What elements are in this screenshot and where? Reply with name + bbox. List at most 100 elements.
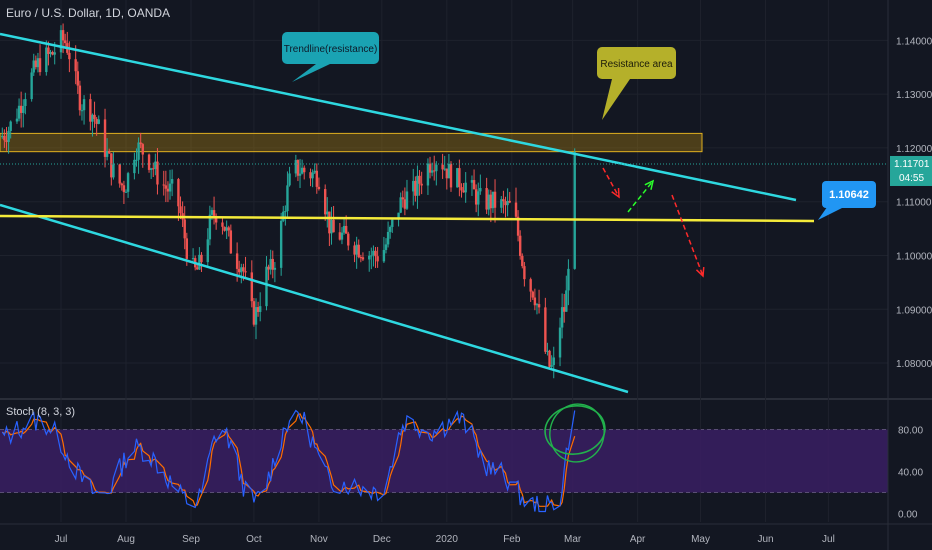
arrow-down-long xyxy=(671,194,705,278)
candle-body xyxy=(212,210,216,216)
candle-body xyxy=(315,170,319,187)
candle-body xyxy=(516,216,520,236)
time-axis[interactable]: Jul Aug Sep Oct Nov Dec 2020 Feb Mar Apr May Jun Jul xyxy=(0,523,932,545)
candle-body xyxy=(95,118,98,124)
resistance-zone-layer xyxy=(0,132,703,153)
candle-body xyxy=(269,258,272,270)
candle-body xyxy=(550,365,553,367)
candle-body xyxy=(166,188,170,192)
candle-body xyxy=(533,297,537,306)
candle-body xyxy=(91,114,94,122)
arrow-down-short xyxy=(602,167,620,199)
candle-body xyxy=(254,307,258,325)
candle-body xyxy=(563,307,566,312)
candle-body xyxy=(340,232,344,240)
resistance-zone xyxy=(0,132,703,153)
candle-body xyxy=(296,160,300,176)
lower-trendline xyxy=(0,203,629,394)
candle-body xyxy=(141,144,144,155)
candle-body xyxy=(491,191,495,209)
drawings[interactable]: Trendline(resistance) Resistance area 1.10… xyxy=(0,32,888,468)
candle-body xyxy=(137,142,140,160)
time-tick-label: Nov xyxy=(310,534,328,545)
candle-body xyxy=(133,159,136,174)
candle-body xyxy=(357,244,360,258)
candle-body xyxy=(573,152,576,269)
countdown-text: 04:55 xyxy=(899,173,924,184)
candle-body xyxy=(162,184,165,186)
candle-body xyxy=(24,99,27,106)
candle-body xyxy=(221,222,224,227)
arrow-down-short-head xyxy=(611,187,620,199)
candle-body xyxy=(179,206,182,214)
trendline-callout-tail xyxy=(292,64,330,82)
candle-body xyxy=(3,136,6,141)
candle-body xyxy=(502,199,505,202)
candle-body xyxy=(414,180,417,196)
candle-body xyxy=(412,180,415,192)
candle-body xyxy=(288,173,291,186)
candle-body xyxy=(154,161,157,169)
candle-body xyxy=(183,219,186,239)
candle-body xyxy=(19,105,23,113)
candle-body xyxy=(401,197,404,200)
time-tick-label: Jul xyxy=(822,534,835,545)
candle-body xyxy=(344,225,348,234)
candle-body xyxy=(361,257,365,260)
candle-body xyxy=(7,130,10,142)
candle-body xyxy=(485,188,488,210)
candle-body xyxy=(147,154,151,170)
candle-body xyxy=(368,255,371,260)
candle-body xyxy=(506,200,509,206)
candles[interactable] xyxy=(1,23,576,379)
candle-body xyxy=(328,211,331,234)
candle-body xyxy=(139,142,142,145)
candle-body xyxy=(391,219,394,227)
candle-body xyxy=(235,253,239,269)
candle-body xyxy=(196,267,199,270)
price-tick-label: 1.13000 xyxy=(896,90,932,101)
candle-body xyxy=(470,180,474,183)
price-tick-label: 1.09000 xyxy=(896,305,932,316)
stoch-d-line xyxy=(1,413,576,507)
time-tick-label: Jun xyxy=(757,534,773,545)
resistance-callout-tail xyxy=(602,79,630,120)
candle-body xyxy=(61,30,65,41)
candle-body xyxy=(284,211,287,213)
candle-body xyxy=(493,191,497,208)
candle-body xyxy=(386,231,390,245)
candle-body xyxy=(22,105,25,113)
candle-body xyxy=(560,307,564,328)
time-tick-label: 2020 xyxy=(436,534,459,545)
time-tick-label: May xyxy=(691,534,710,545)
candle-body xyxy=(397,212,400,220)
candle-body xyxy=(477,191,480,205)
stoch-highlight-circle xyxy=(544,405,606,455)
candle-body xyxy=(47,47,50,54)
candle-body xyxy=(265,266,268,307)
candle-body xyxy=(472,180,476,190)
candle-body xyxy=(546,350,549,352)
candle-body xyxy=(286,185,289,212)
candle-body xyxy=(164,185,168,189)
price-tick-label: 1.12000 xyxy=(896,144,932,155)
candle-body xyxy=(330,219,333,234)
time-tick-label: Feb xyxy=(503,534,521,545)
arrow-down-short-shaft xyxy=(602,167,620,198)
candle-body xyxy=(508,200,511,203)
arrow-up-shaft xyxy=(627,180,654,213)
candle-body xyxy=(399,197,402,213)
time-tick-label: Mar xyxy=(564,534,582,545)
candle-body xyxy=(460,187,463,191)
candle-body xyxy=(53,52,56,55)
candle-body xyxy=(242,267,245,272)
candle-body xyxy=(342,225,346,233)
candle-body xyxy=(240,267,243,273)
candle-body xyxy=(435,164,438,172)
candle-body xyxy=(552,357,555,366)
price-tick-label: 1.11000 xyxy=(896,198,932,209)
price-axis[interactable]: 1.14000 1.13000 1.12000 1.11000 1.10000 1.090… xyxy=(887,0,932,550)
candle-body xyxy=(118,164,121,184)
candle-body xyxy=(382,249,386,262)
